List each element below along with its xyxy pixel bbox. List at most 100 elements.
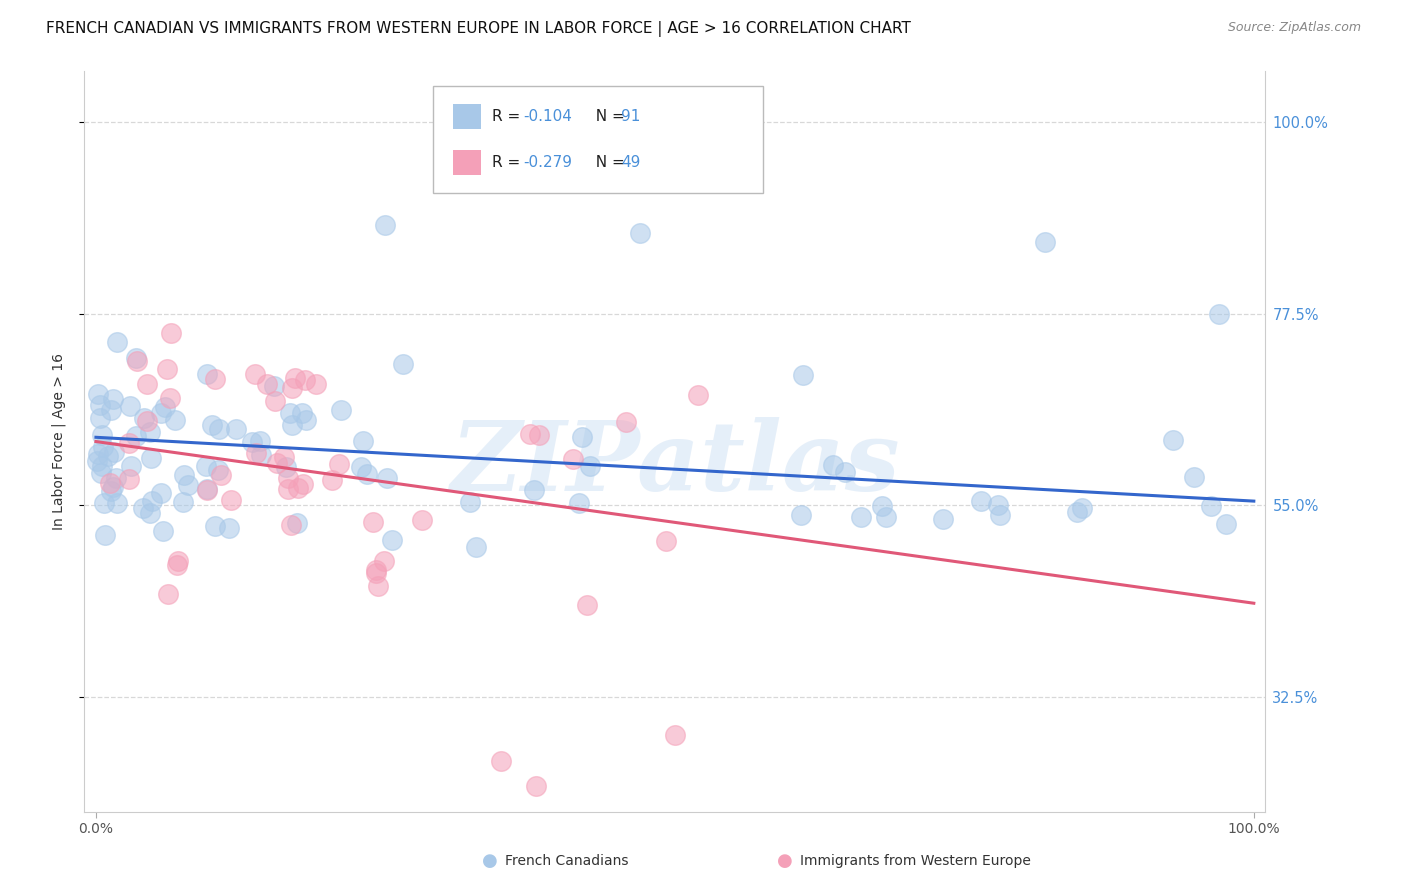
Point bbox=[139, 506, 162, 520]
Point bbox=[89, 398, 111, 412]
Point bbox=[204, 372, 226, 386]
Point bbox=[100, 403, 122, 417]
Point bbox=[98, 475, 121, 490]
Point bbox=[100, 483, 122, 498]
Text: -0.279: -0.279 bbox=[523, 155, 572, 170]
Point bbox=[165, 413, 187, 427]
Point bbox=[1215, 516, 1237, 531]
Point bbox=[375, 471, 398, 485]
Point bbox=[150, 485, 173, 500]
Point bbox=[125, 354, 148, 368]
Point bbox=[86, 387, 108, 401]
Point bbox=[1208, 307, 1230, 321]
Point bbox=[266, 456, 288, 470]
Point bbox=[166, 558, 188, 572]
Point bbox=[103, 445, 125, 459]
Point bbox=[291, 477, 314, 491]
Text: 49: 49 bbox=[621, 155, 641, 170]
Point bbox=[1201, 500, 1223, 514]
Point bbox=[159, 326, 181, 341]
Point bbox=[195, 367, 218, 381]
Point bbox=[97, 449, 120, 463]
Point bbox=[350, 459, 373, 474]
Point bbox=[263, 379, 285, 393]
Point bbox=[571, 430, 593, 444]
Point bbox=[568, 496, 591, 510]
Point bbox=[321, 473, 343, 487]
Point bbox=[89, 411, 111, 425]
Point bbox=[821, 458, 844, 472]
Point bbox=[392, 357, 415, 371]
Point bbox=[177, 478, 200, 492]
Point bbox=[295, 412, 318, 426]
Point bbox=[366, 566, 388, 581]
Point bbox=[274, 459, 297, 474]
Point bbox=[120, 399, 142, 413]
Point bbox=[562, 452, 585, 467]
Point bbox=[790, 508, 813, 523]
Point bbox=[101, 392, 124, 406]
Point bbox=[278, 406, 301, 420]
Point bbox=[120, 458, 142, 473]
Point bbox=[149, 406, 172, 420]
Point bbox=[381, 533, 404, 548]
Text: ●: ● bbox=[778, 852, 793, 870]
Point bbox=[1182, 470, 1205, 484]
Point bbox=[173, 467, 195, 482]
Point bbox=[152, 524, 174, 538]
Point bbox=[792, 368, 814, 382]
Point bbox=[988, 508, 1011, 523]
Point bbox=[970, 494, 993, 508]
Point bbox=[328, 457, 350, 471]
Text: Immigrants from Western Europe: Immigrants from Western Europe bbox=[800, 854, 1031, 868]
Point bbox=[134, 410, 156, 425]
Point bbox=[285, 516, 308, 531]
Point bbox=[1071, 501, 1094, 516]
Point bbox=[281, 417, 304, 432]
Point bbox=[834, 465, 856, 479]
Point bbox=[1066, 505, 1088, 519]
Point bbox=[264, 394, 287, 409]
Point bbox=[523, 483, 546, 498]
Point bbox=[489, 754, 512, 768]
Point bbox=[870, 499, 893, 513]
Point bbox=[529, 427, 551, 442]
Point bbox=[579, 459, 602, 474]
Text: ZIPatlas: ZIPatlas bbox=[450, 417, 900, 511]
Point bbox=[209, 468, 232, 483]
Point bbox=[364, 563, 387, 577]
Point bbox=[932, 511, 955, 525]
Point bbox=[249, 434, 271, 448]
Point bbox=[287, 481, 309, 495]
Point bbox=[524, 779, 547, 793]
Point bbox=[172, 495, 194, 509]
Point bbox=[367, 579, 389, 593]
Point bbox=[118, 472, 141, 486]
Text: N =: N = bbox=[586, 155, 630, 170]
Text: R =: R = bbox=[492, 110, 526, 124]
Point bbox=[245, 446, 267, 460]
Point bbox=[284, 371, 307, 385]
Point bbox=[1161, 434, 1184, 448]
Point bbox=[105, 334, 128, 349]
Point bbox=[136, 414, 159, 428]
Point bbox=[575, 598, 598, 612]
Point bbox=[136, 377, 159, 392]
Point bbox=[225, 422, 247, 436]
Point bbox=[91, 441, 114, 455]
Point bbox=[1035, 235, 1057, 249]
Point bbox=[277, 482, 299, 496]
Point bbox=[194, 459, 217, 474]
Point bbox=[305, 377, 328, 392]
Point bbox=[105, 471, 128, 485]
Point bbox=[986, 498, 1008, 512]
Point bbox=[356, 467, 378, 481]
Point bbox=[519, 426, 541, 441]
Text: R =: R = bbox=[492, 155, 526, 170]
Point bbox=[139, 451, 162, 466]
Point bbox=[195, 482, 218, 496]
Point bbox=[614, 415, 637, 429]
Point bbox=[125, 351, 148, 365]
Point bbox=[273, 450, 295, 464]
Point bbox=[118, 436, 141, 450]
